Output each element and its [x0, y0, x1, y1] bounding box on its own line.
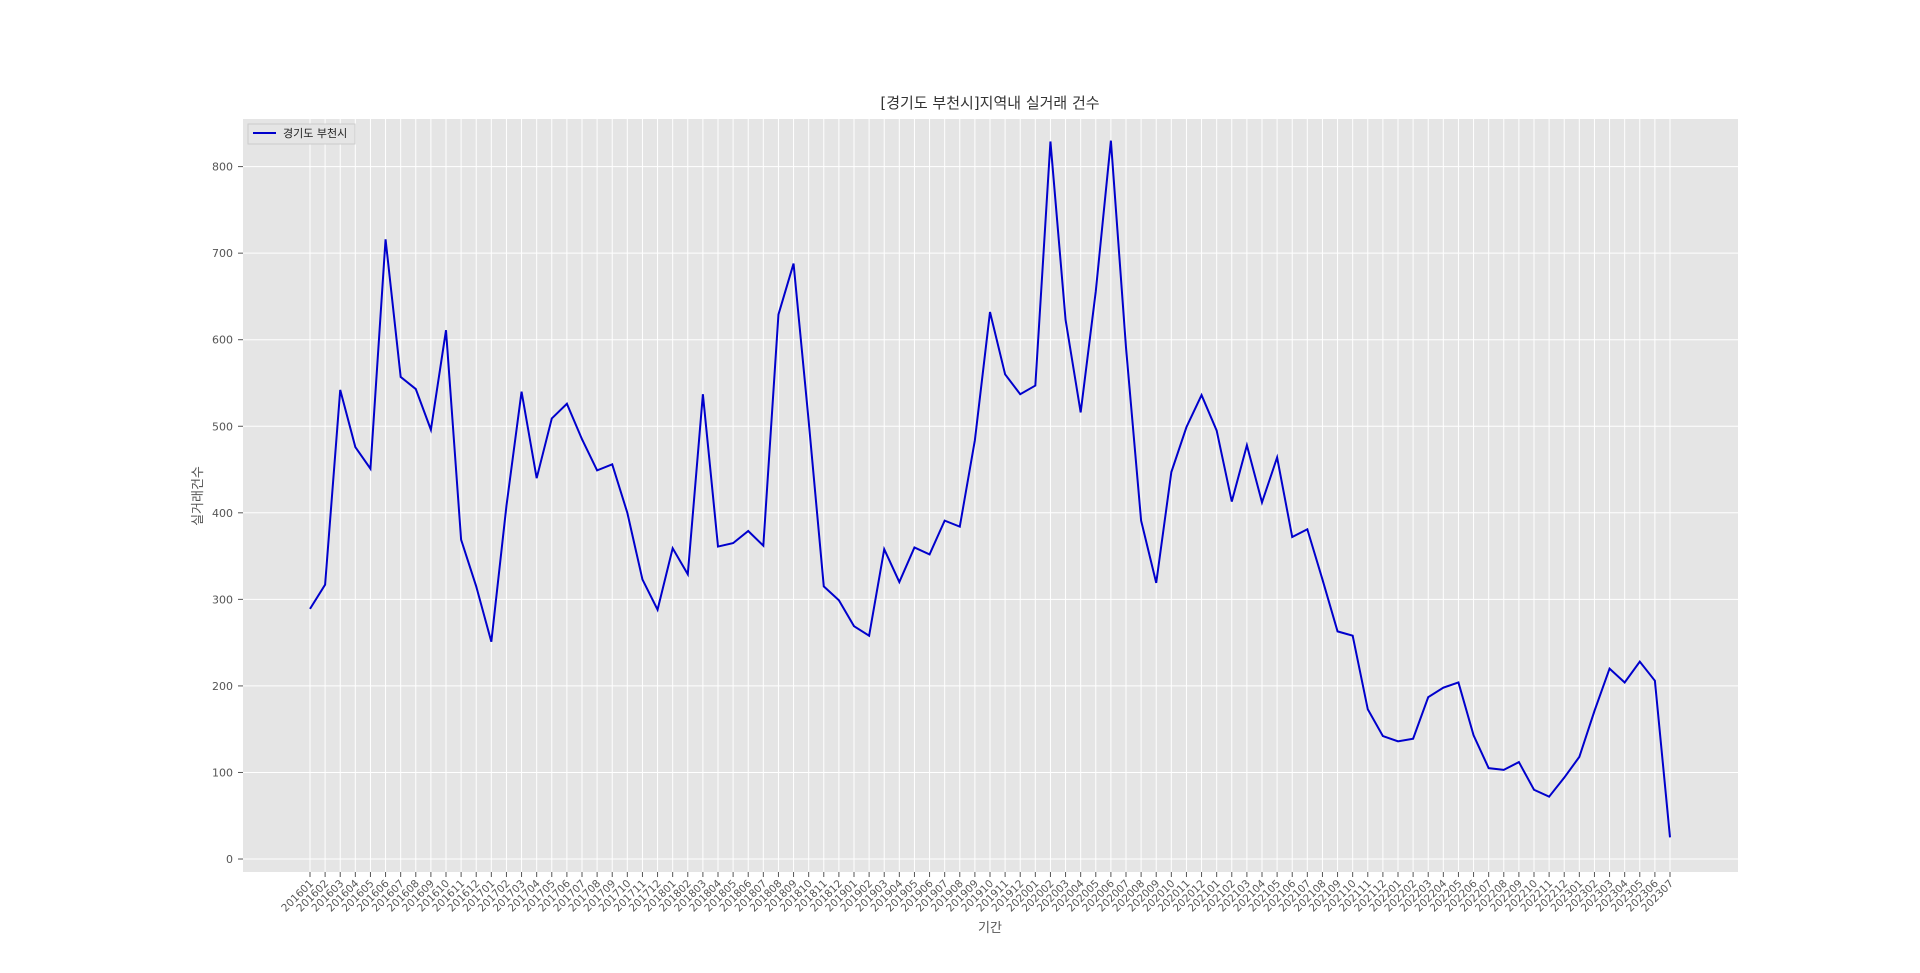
- y-tick-label: 800: [212, 161, 233, 174]
- y-axis-label: 실거래건수: [191, 466, 206, 526]
- y-tick-label: 600: [212, 334, 233, 347]
- y-tick-label: 0: [226, 853, 233, 866]
- legend-label: 경기도 부천시: [283, 126, 347, 140]
- y-tick-label: 300: [212, 593, 233, 606]
- y-tick-label: 700: [212, 247, 233, 260]
- y-tick-label: 200: [212, 680, 233, 693]
- y-tick-label: 400: [212, 507, 233, 520]
- legend-box: [247, 123, 356, 145]
- grid: [243, 119, 1738, 872]
- y-ticks: 0 100 200 300 400 500 600 700 800: [212, 161, 243, 866]
- y-tick-label: 100: [212, 766, 233, 779]
- chart-title: [경기도 부천시]지역내 실거래 건수: [880, 94, 1099, 112]
- x-axis-label: 기간: [978, 921, 1002, 936]
- y-tick-label: 500: [212, 420, 233, 433]
- legend: 경기도 부천시: [247, 123, 356, 145]
- series-line: [309, 140, 1671, 838]
- x-ticks: 2016012016022016032016042016052016062016…: [279, 872, 1676, 914]
